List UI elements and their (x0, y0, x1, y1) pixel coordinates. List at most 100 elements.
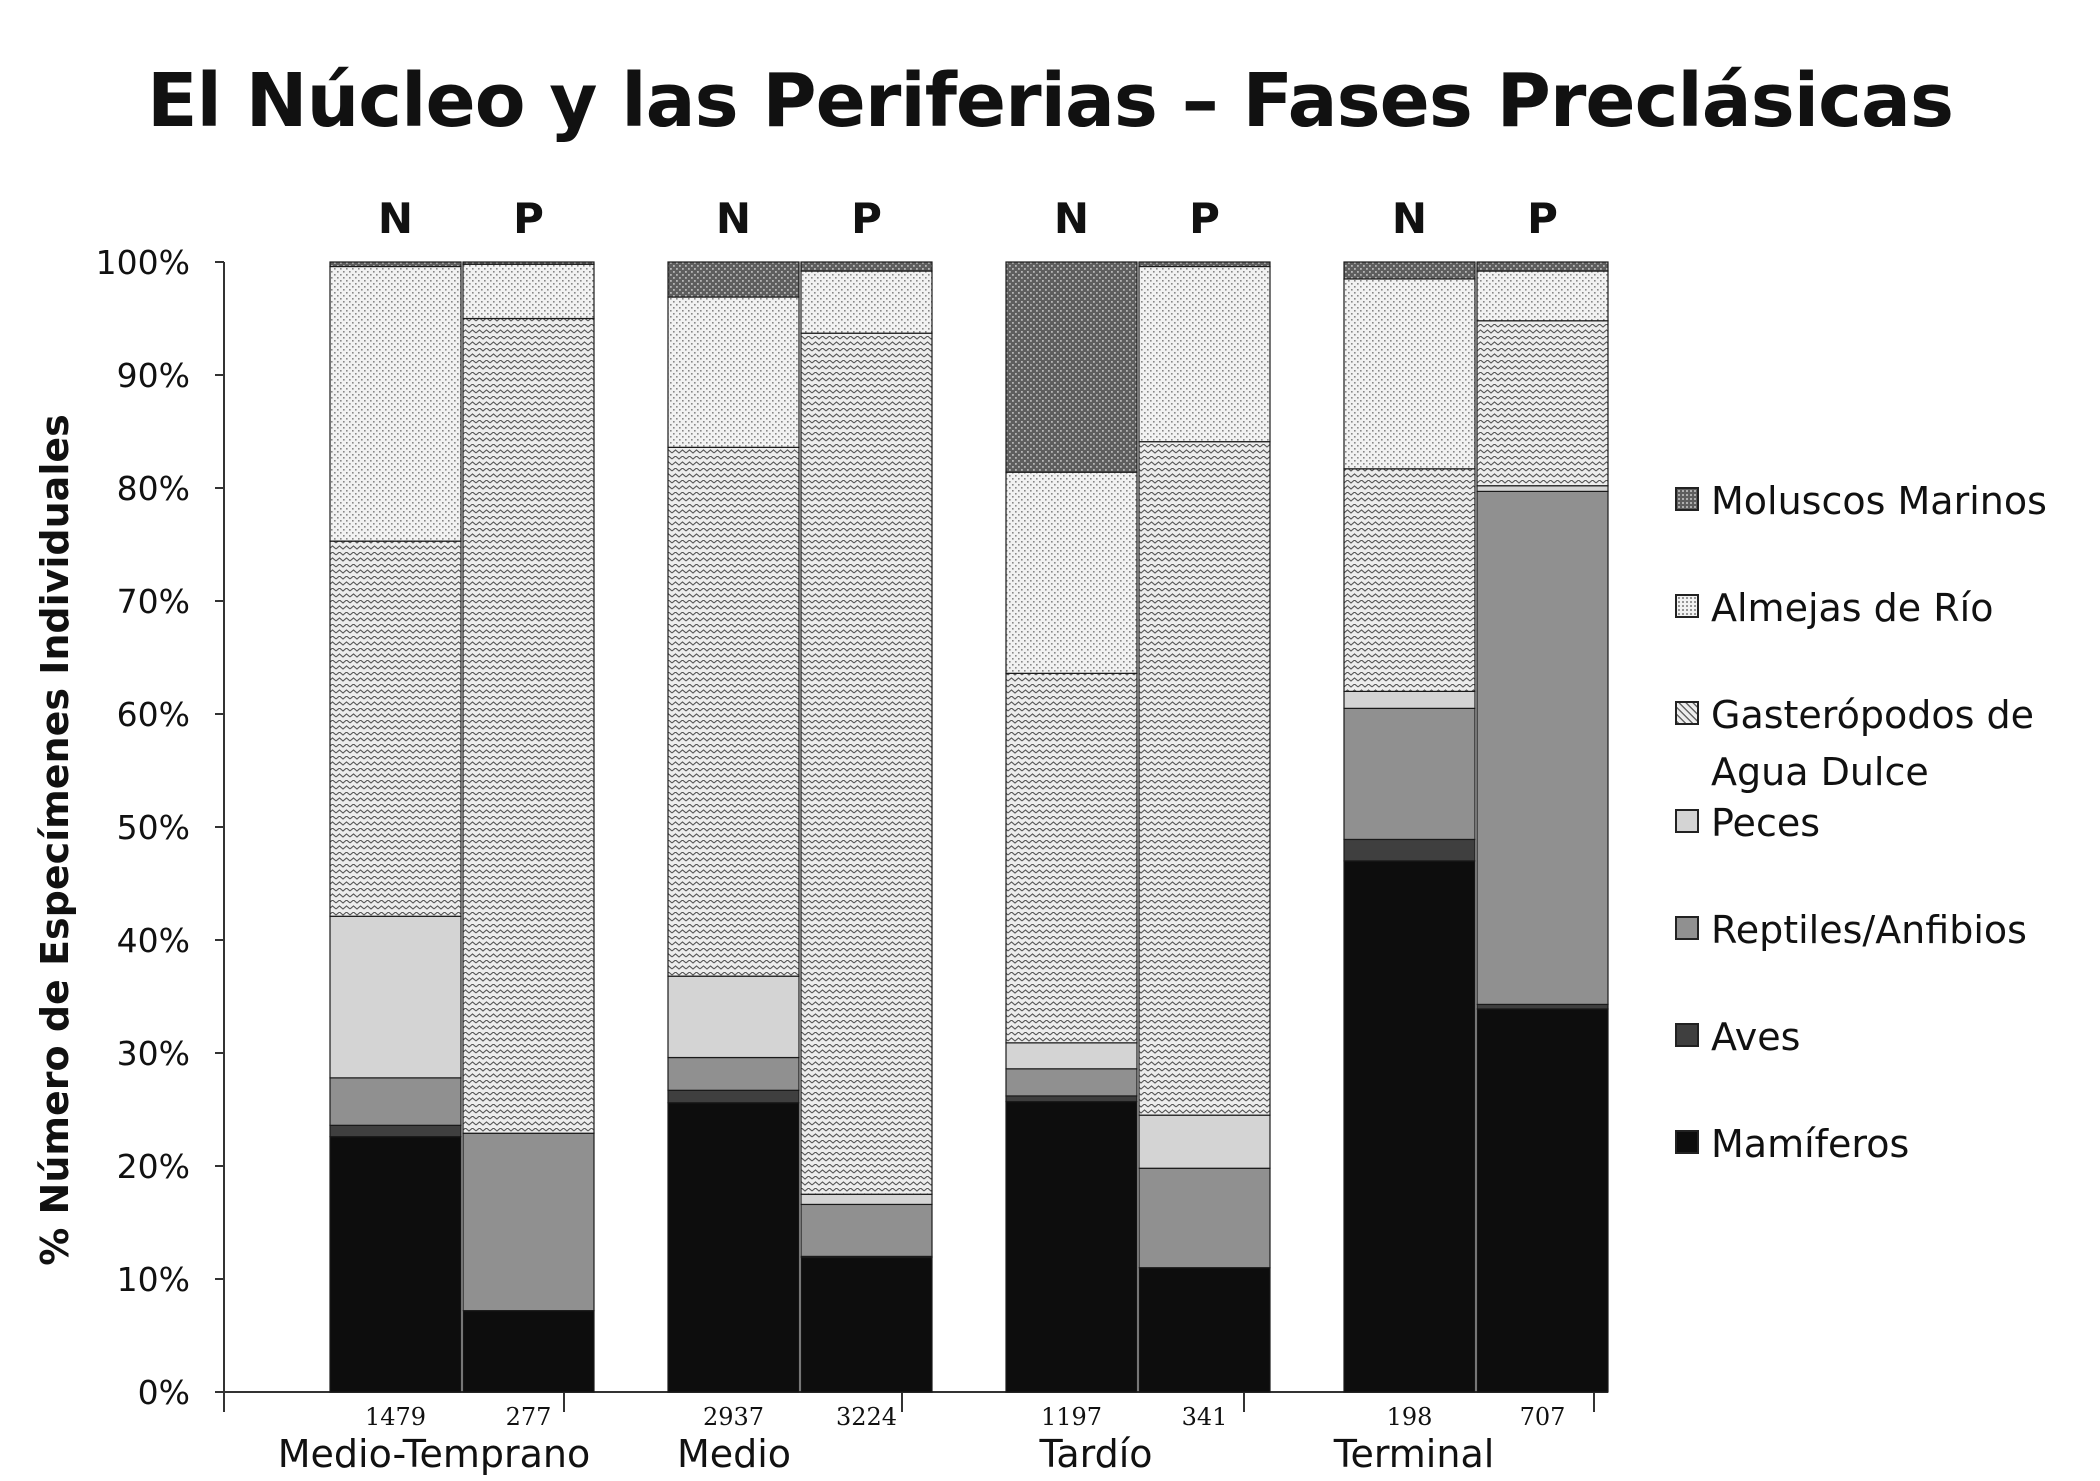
legend-swatch (1675, 916, 1699, 940)
bar-top-label: P (1527, 194, 1558, 243)
bar-segment-peces (1343, 690, 1476, 709)
bar-segment-peces (667, 975, 800, 1059)
bar-segment-gaster-podos-de-agua-dulce (1005, 672, 1138, 1044)
y-axis-label: % Número de Especímenes Individuales (33, 414, 77, 1266)
legend-label: Reptiles/Anfibios (1711, 908, 2027, 952)
bar-segment-peces (1476, 485, 1609, 492)
bar-segment-aves (1005, 1095, 1138, 1103)
bar-segment-mam-feros (667, 1102, 800, 1393)
bar-count-label: 2937 (703, 1403, 764, 1431)
bars (329, 261, 1609, 1393)
y-tick-label: 60% (117, 695, 190, 734)
bar-segment-gaster-podos-de-agua-dulce (462, 317, 595, 1134)
bar-top-label: P (513, 194, 544, 243)
bar-top-label: P (851, 194, 882, 243)
x-category-label: Terminal (1333, 1432, 1495, 1476)
bar-segment-mam-feros (1138, 1267, 1271, 1393)
bar-segment-mam-feros (1343, 860, 1476, 1393)
bar-segment-gaster-podos-de-agua-dulce (1138, 441, 1271, 1116)
legend-swatch (1675, 1023, 1699, 1047)
bar-segment-reptiles-anfibios (462, 1132, 595, 1312)
bar-segment-aves (329, 1124, 462, 1138)
bar-segment-moluscos-marinos (1005, 261, 1138, 473)
y-tick-label: 0% (138, 1373, 190, 1412)
bar-segment-gaster-podos-de-agua-dulce (1343, 468, 1476, 693)
bar-count-label: 3224 (836, 1403, 897, 1431)
bar-segment-reptiles-anfibios (667, 1056, 800, 1091)
x-category-label: Tardío (1038, 1432, 1152, 1476)
bar-segment-aves (1476, 1003, 1609, 1010)
y-tick-label: 80% (117, 469, 190, 508)
bar-segment-almejas-de-r-o (1138, 265, 1271, 443)
bar-segment-moluscos-marinos (1476, 261, 1609, 272)
bar-segment-gaster-podos-de-agua-dulce (329, 540, 462, 917)
legend-swatch (1675, 487, 1699, 511)
y-tick-label: 40% (117, 921, 190, 960)
bar-segment-reptiles-anfibios (1005, 1068, 1138, 1097)
bar-segment-gaster-podos-de-agua-dulce (667, 446, 800, 977)
legend-label: Mamíferos (1711, 1122, 1910, 1166)
bar-segment-mam-feros (800, 1256, 933, 1393)
legend-item-gasteropodos: Gasterópodos de Agua Dulce (1675, 687, 2100, 801)
bar-segment-peces (1138, 1114, 1271, 1169)
legend-label: Aves (1711, 1015, 1801, 1059)
bar-segment-moluscos-marinos (1138, 261, 1271, 268)
bar-segment-almejas-de-r-o (1005, 471, 1138, 674)
bar-segment-almejas-de-r-o (800, 270, 933, 334)
bar-segment-reptiles-anfibios (329, 1077, 462, 1126)
bar-count-label: 707 (1520, 1403, 1566, 1431)
bar-segment-aves (1343, 838, 1476, 862)
bar-segment-gaster-podos-de-agua-dulce (1476, 320, 1609, 487)
bar-count-label: 277 (506, 1403, 552, 1431)
legend-item-mamiferos: Mamíferos (1675, 1116, 2100, 1173)
bar-segment-almejas-de-r-o (1476, 270, 1609, 322)
y-tick-label: 70% (117, 582, 190, 621)
bar-segment-moluscos-marinos (1343, 261, 1476, 280)
x-category-label: Medio-Temprano (278, 1432, 591, 1476)
bar-segment-moluscos-marinos (329, 261, 462, 268)
bar-count-label: 1197 (1041, 1403, 1102, 1431)
y-tick-label: 20% (117, 1147, 190, 1186)
bar-count-label: 1479 (365, 1403, 426, 1431)
bar-top-label: N (716, 194, 751, 243)
legend-item-peces: Peces (1675, 795, 2100, 852)
chart-title: El Núcleo y las Periferias – Fases Precl… (147, 58, 1954, 144)
legend-item-reptiles-anfibios: Reptiles/Anfibios (1675, 902, 2100, 959)
y-tick-label: 90% (117, 356, 190, 395)
bar-segment-mam-feros (1476, 1008, 1609, 1393)
bar-segment-reptiles-anfibios (1138, 1167, 1271, 1269)
labels: 0% 10% 20% 30% 40% 50% 60% 70% 80% 90% 100% N 1479 P 2… (96, 194, 1566, 1476)
legend-label: Almejas de Río (1711, 586, 1994, 630)
bar-segment-aves (667, 1089, 800, 1104)
bar-segment-reptiles-anfibios (1476, 490, 1609, 1006)
bar-segment-reptiles-anfibios (800, 1203, 933, 1258)
bar-top-label: P (1189, 194, 1220, 243)
bar-segment-moluscos-marinos (667, 261, 800, 298)
bar-segment-mam-feros (462, 1310, 595, 1393)
bar-segment-peces (329, 915, 462, 1079)
bar-segment-peces (800, 1193, 933, 1206)
y-tick-label: 10% (117, 1260, 190, 1299)
legend-swatch (1675, 701, 1699, 725)
legend-swatch (1675, 1130, 1699, 1154)
legend-item-almejas-de-rio: Almejas de Río (1675, 580, 2100, 637)
bar-top-label: N (378, 194, 413, 243)
bar-segment-mam-feros (1005, 1100, 1138, 1393)
bar-segment-almejas-de-r-o (1343, 278, 1476, 470)
legend-item-moluscos-marinos: Moluscos Marinos (1675, 473, 2100, 530)
y-tick-label: 50% (117, 808, 190, 847)
bar-segment-moluscos-marinos (800, 261, 933, 272)
bar-segment-moluscos-marinos (462, 261, 595, 265)
legend-label: Gasterópodos de Agua Dulce (1711, 693, 2034, 794)
bar-segment-almejas-de-r-o (462, 263, 595, 320)
legend-swatch (1675, 594, 1699, 618)
bar-segment-reptiles-anfibios (1343, 707, 1476, 841)
bar-segment-peces (1005, 1042, 1138, 1070)
bar-count-label: 341 (1182, 1403, 1228, 1431)
bar-count-label: 198 (1387, 1403, 1433, 1431)
bar-segment-almejas-de-r-o (329, 265, 462, 542)
bar-segment-mam-feros (329, 1136, 462, 1393)
x-category-label: Medio (677, 1432, 791, 1476)
y-tick-label: 30% (117, 1034, 190, 1073)
